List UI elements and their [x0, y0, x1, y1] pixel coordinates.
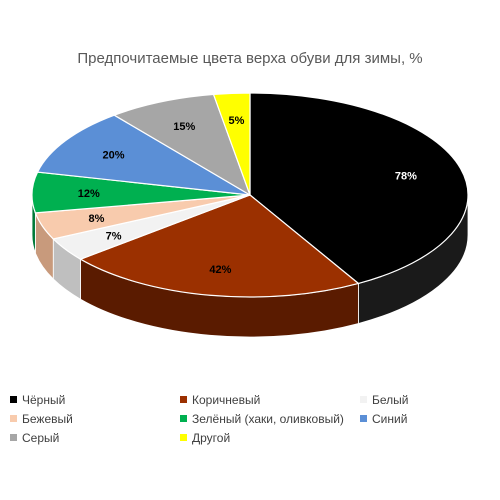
- legend-item: Чёрный: [10, 393, 65, 407]
- legend-swatch: [180, 415, 187, 422]
- pie-slice-7: [212, 92, 251, 196]
- legend-item: Синий: [360, 412, 407, 426]
- legend-swatch: [360, 396, 367, 403]
- legend-swatch: [180, 396, 187, 403]
- legend-item: Зелёный (хаки, оливковый): [180, 412, 344, 426]
- legend-label: Серый: [22, 431, 60, 445]
- legend-item: Бежевый: [10, 412, 73, 426]
- legend-item: Коричневый: [180, 393, 260, 407]
- legend-item: Серый: [10, 431, 59, 445]
- legend-label: Бежевый: [22, 412, 73, 426]
- data-label-6: 15%: [173, 121, 195, 133]
- legend-label: Зелёный (хаки, оливковый): [192, 412, 344, 426]
- legend-label: Синий: [372, 412, 408, 426]
- legend-swatch: [10, 415, 17, 422]
- pie-slice-6: [112, 93, 252, 197]
- legend-swatch: [180, 434, 187, 441]
- legend-label: Белый: [372, 393, 409, 407]
- data-label-7: 5%: [229, 115, 245, 127]
- pie-slice-1: [79, 194, 360, 298]
- data-label-1: 42%: [209, 264, 231, 276]
- pie-slice-0: [249, 92, 469, 285]
- legend-swatch: [10, 396, 17, 403]
- legend-swatch: [10, 434, 17, 441]
- legend-label: Другой: [192, 431, 231, 445]
- data-label-0: 78%: [395, 171, 417, 183]
- data-label-3: 8%: [88, 213, 104, 225]
- legend-item: Другой: [180, 431, 230, 445]
- legend-swatch: [360, 415, 367, 422]
- legend-label: Коричневый: [192, 393, 261, 407]
- chart-title: Предпочитаемые цвета верха обуви для зим…: [77, 50, 423, 67]
- pie-slice-5: [36, 114, 251, 196]
- data-label-2: 7%: [106, 230, 122, 242]
- legend-item: Белый: [360, 393, 408, 407]
- data-label-4: 12%: [78, 188, 100, 200]
- legend-label: Чёрный: [22, 393, 66, 407]
- data-label-5: 20%: [103, 150, 125, 162]
